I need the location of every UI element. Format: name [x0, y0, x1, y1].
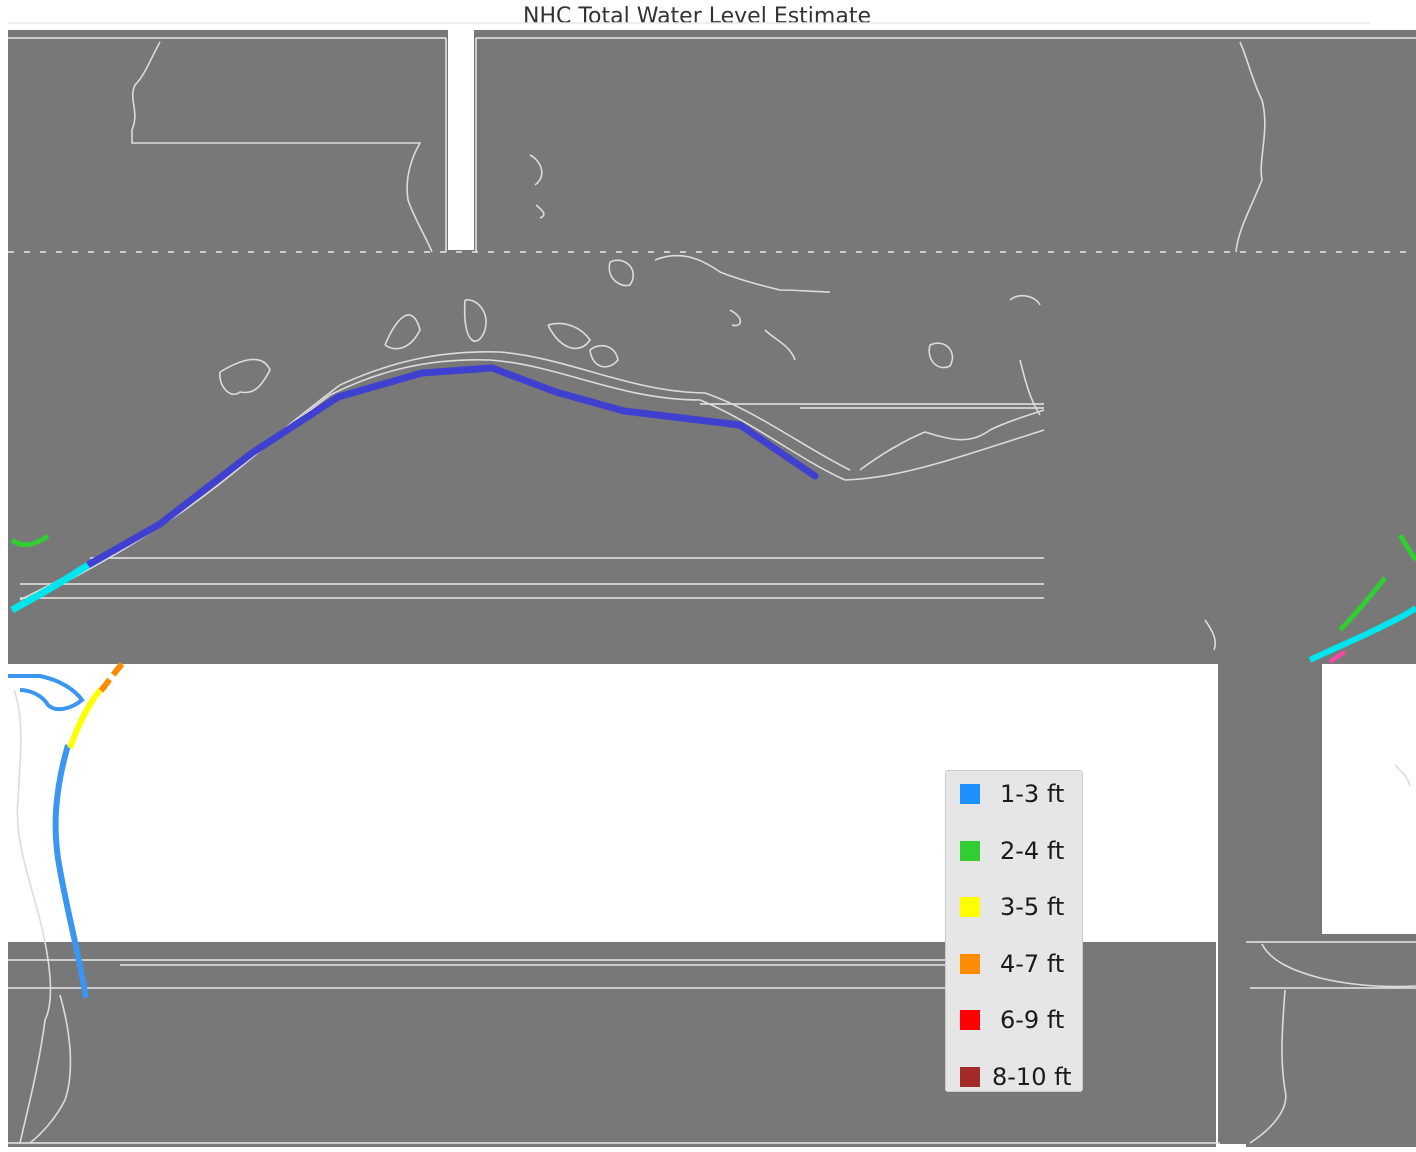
legend-swatch	[960, 784, 980, 804]
water-level-segment-1-3-ft-east[interactable]	[1308, 605, 1416, 663]
legend-item: 1-3 ft	[960, 779, 1064, 809]
water-level-bay-outline[interactable]	[8, 674, 85, 712]
map-tile-middle	[8, 250, 1046, 664]
legend-item: 8-10 ft	[960, 1062, 1072, 1092]
water-level-segment-2-4-ft-east[interactable]	[1338, 533, 1416, 632]
legend-swatch	[960, 1010, 980, 1030]
legend: 1-3 ft 2-4 ft 3-5 ft 4-7 ft 6-9 ft 8-10 ft	[945, 770, 1083, 1092]
map-tile-top-right	[474, 30, 1416, 252]
legend-item: 2-4 ft	[960, 836, 1064, 866]
legend-item: 4-7 ft	[960, 949, 1064, 979]
legend-label: 1-3 ft	[1000, 780, 1065, 808]
legend-swatch	[960, 840, 980, 861]
map-tile-bottom-right	[1246, 934, 1416, 1147]
legend-item: 6-9 ft	[960, 1005, 1064, 1035]
legend-swatch	[960, 897, 980, 917]
legend-label: 4-7 ft	[1000, 949, 1065, 978]
storm-track-line[interactable]	[84, 364, 819, 569]
water-level-segment-1-3-ft-west[interactable]	[10, 562, 90, 614]
legend-label: 2-4 ft	[1000, 836, 1065, 865]
legend-swatch	[960, 953, 980, 974]
legend-swatch	[960, 1066, 980, 1087]
water-level-segment-3-5-ft-south[interactable]	[67, 688, 103, 749]
water-level-segment-1-3-ft-south[interactable]	[52, 744, 89, 999]
water-level-segment-4-7-ft-south[interactable]	[97, 662, 125, 694]
map-tile-right-column	[1046, 250, 1416, 664]
water-level-segment-4-7-ft-east[interactable]	[1328, 650, 1347, 664]
map-title-text: NHC Total Water Level Estimate	[523, 4, 871, 29]
coastline	[11, 41, 1416, 1144]
water-level-segment-2-4-ft-west[interactable]	[10, 533, 50, 548]
map-title: NHC Total Water Level Estimate	[0, 0, 1416, 30]
legend-label: 6-9 ft	[1000, 1006, 1065, 1034]
legend-item: 3-5 ft	[960, 892, 1064, 922]
legend-label: 8-10 ft	[992, 1062, 1072, 1091]
legend-label: 3-5 ft	[1000, 893, 1065, 921]
tile-borders	[8, 22, 1416, 1144]
map-tile-top-left	[8, 30, 448, 252]
